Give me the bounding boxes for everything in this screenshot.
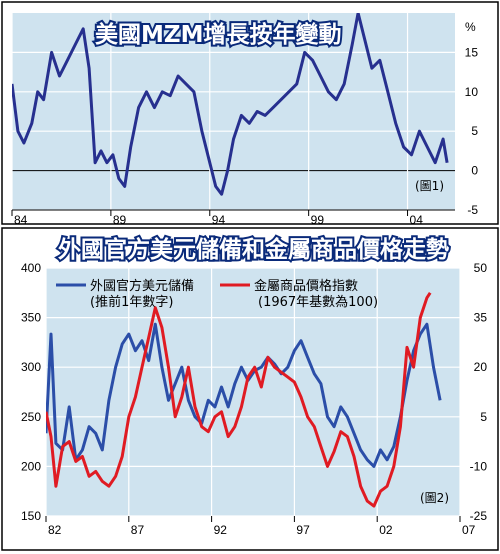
chart-1: 美國MZM增長按年變動 % (圖1) 84 89 94 99 04 -5 0 5 10 15 [1,1,499,227]
chart-1-x-tick-label: 94 [212,213,226,227]
chart-2-y-left-tick-label: 250 [21,410,41,424]
chart-1-series-group [12,13,449,196]
chart-1-x-tick-label: 84 [14,213,28,227]
chart-1-title: 美國MZM增長按年變動 [95,21,341,48]
chart-2-y-right-tick-label: 50 [474,261,488,275]
chart-2-y-left-tick-label: 400 [21,261,41,275]
chart-1-series-line [12,13,449,196]
chart-2-series-line-reserves [46,322,442,468]
chart-2-y-left-tick-label: 150 [21,509,41,523]
chart-2-y-right-tick-label: 20 [474,360,488,374]
chart-1-note: (圖1) [415,179,444,193]
chart-1-x-tick-label: 99 [311,213,325,227]
chart-2-x-tick-label: 87 [131,523,145,537]
chart-1-x-ticks: 84 89 94 99 04 [11,210,424,227]
chart-2-y-right-tick-label: 5 [480,410,487,424]
chart-2-title: 外國官方美元儲備和金屬商品價格走勢 [58,236,449,263]
chart-2-y-ticks-right: -25 -10 5 20 35 50 [470,261,488,523]
chart-2-y-right-tick-label: -10 [470,459,488,473]
chart-1-x-tick-label: 04 [410,213,424,227]
chart-2-x-ticks: 82 87 92 97 02 07 [45,516,476,537]
chart-2-legend: 外國官方美元儲備 (推前1年數字) 金屬商品價格指數 (1967年基數為100) [56,278,378,310]
chart-2-y-right-tick-label: -25 [470,509,488,523]
chart-1-y-tick-label: 5 [471,124,478,138]
legend-sublabel-reserves: (推前1年數字) [90,294,173,310]
chart-2: 外國官方美元儲備和金屬商品價格走勢 外國官方美元儲備 (推前1年數字) 金屬商品… [1,227,499,551]
legend-sublabel-metals: (1967年基數為100) [258,294,378,310]
chart-2-series-group [46,291,442,508]
chart-2-x-tick-label: 97 [296,523,310,537]
chart-2-x-tick-label: 92 [214,523,228,537]
chart-1-gridlines [11,13,455,211]
chart-2-y-left-tick-label: 350 [21,311,41,325]
chart-2-y-right-tick-label: 35 [474,311,488,325]
legend-label-reserves: 外國官方美元儲備 [90,278,194,294]
chart-2-y-ticks-left: 150 200 250 300 350 400 [21,261,41,523]
legend-label-metals: 金屬商品價格指數 [254,278,358,294]
chart-2-y-left-tick-label: 200 [21,459,41,473]
chart-2-note: (圖2) [420,491,449,505]
chart-2-x-tick-label: 07 [462,523,476,537]
chart-1-unit-label: % [465,20,476,34]
chart-2-x-tick-label: 82 [48,523,62,537]
chart-1-y-tick-label: 10 [465,85,479,99]
chart-2-y-left-tick-label: 300 [21,360,41,374]
chart-1-y-tick-label: -5 [467,203,478,217]
chart-1-y-ticks: -5 0 5 10 15 [465,45,479,217]
chart-2-x-tick-label: 02 [379,523,393,537]
chart-2-series-line-metals [46,291,432,508]
chart-1-x-tick-label: 89 [113,213,127,227]
chart-1-y-tick-label: 0 [471,164,478,178]
chart-1-y-tick-label: 15 [465,45,479,59]
